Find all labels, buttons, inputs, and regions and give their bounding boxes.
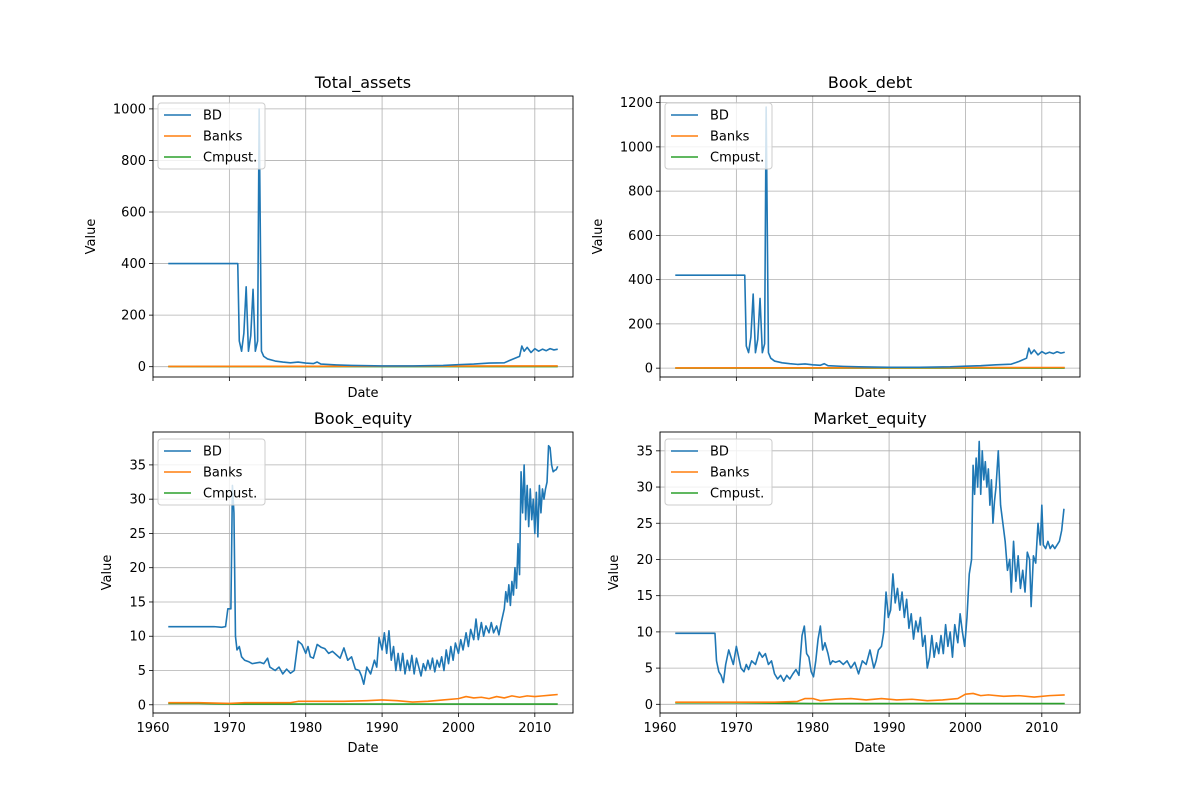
y-tick-label: 25 — [636, 517, 653, 532]
series-line-bd — [168, 108, 558, 367]
chart-panel-1: 0 200 400 600 800 1000 Total_assets Date Value BD… — [84, 73, 574, 401]
x-axis-label: Date — [347, 741, 378, 756]
legend-box — [157, 102, 266, 170]
y-tick-label: 400 — [121, 257, 146, 272]
y-tick-label: 1200 — [620, 96, 653, 111]
y-axis-label: Value — [100, 555, 115, 591]
chart-panel-2: 0 200 400 600 800 1000 1200 Book_debt Date Value B… — [591, 73, 1081, 401]
legend-box — [664, 438, 773, 506]
legend-label-3: Cmpust. — [203, 151, 257, 166]
x-axis-label: Date — [347, 386, 378, 401]
series-line-bd — [168, 444, 559, 686]
x-tick-label: 2000 — [949, 721, 982, 736]
x-tick-label: 1960 — [136, 721, 169, 736]
y-tick-label: 35 — [129, 458, 146, 473]
y-tick-label: 400 — [628, 273, 653, 288]
series-line-banks — [168, 693, 558, 705]
y-axis-label: Value — [607, 555, 622, 591]
series-line-banks — [675, 692, 1065, 703]
axes-frame — [152, 95, 574, 378]
y-tick-label: 0 — [645, 362, 653, 377]
legend-label-3: Cmpust. — [710, 487, 764, 502]
y-tick-label: 20 — [636, 553, 653, 568]
legend-label-1: BD — [710, 109, 729, 124]
legend: BD Banks Cmpust. — [664, 102, 773, 170]
y-tick-label: 10 — [129, 630, 146, 645]
y-tick-label: 200 — [121, 309, 146, 324]
y-tick-label: 10 — [636, 625, 653, 640]
legend-label-3: Cmpust. — [203, 487, 257, 502]
y-tick-label: 0 — [645, 698, 653, 713]
x-tick-label: 1980 — [289, 721, 322, 736]
panel-title: Book_equity — [314, 409, 412, 429]
series-line-bd — [675, 106, 1065, 369]
series-line-cmpust — [675, 702, 1065, 705]
x-tick-label: 1980 — [796, 721, 829, 736]
legend-label-1: BD — [710, 445, 729, 460]
y-tick-label: 20 — [129, 561, 146, 576]
y-tick-label: 30 — [129, 493, 146, 508]
legend-box — [664, 102, 773, 170]
y-tick-label: 0 — [138, 698, 146, 713]
x-tick-label: 2010 — [518, 721, 551, 736]
y-axis-label: Value — [84, 219, 99, 255]
legend-label-1: BD — [203, 109, 222, 124]
y-axis-label: Value — [591, 219, 606, 255]
legend-label-2: Banks — [203, 466, 243, 481]
y-tick-label: 15 — [636, 589, 653, 604]
y-tick-label: 15 — [129, 595, 146, 610]
x-tick-label: 1970 — [213, 721, 246, 736]
chart-panel-3: 1960 1970 1980 1990 2000 2010 0 5 10 15 20 25 30 35 Bo… — [100, 409, 574, 756]
legend: BD Banks Cmpust. — [157, 438, 266, 506]
x-tick-label: 1960 — [643, 721, 676, 736]
y-tick-label: 5 — [645, 662, 653, 677]
legend-label-2: Banks — [203, 130, 243, 145]
legend-label-1: BD — [203, 445, 222, 460]
panel-title: Total_assets — [314, 73, 411, 93]
y-tick-label: 5 — [138, 664, 146, 679]
legend-label-2: Banks — [710, 130, 750, 145]
x-tick-label: 1990 — [366, 721, 399, 736]
legend: BD Banks Cmpust. — [157, 102, 266, 170]
legend-box — [157, 438, 266, 506]
y-tick-label: 800 — [628, 185, 653, 200]
y-tick-label: 600 — [628, 229, 653, 244]
y-tick-label: 1000 — [113, 102, 146, 117]
y-tick-label: 800 — [121, 154, 146, 169]
chart-panel-4: 1960 1970 1980 1990 2000 2010 0 5 10 15 20 25 30 35 Ma… — [607, 409, 1081, 756]
legend: BD Banks Cmpust. — [664, 438, 773, 506]
series-line-bd — [675, 440, 1065, 684]
y-tick-label: 0 — [138, 360, 146, 375]
x-tick-label: 2000 — [442, 721, 475, 736]
y-tick-label: 1000 — [620, 140, 653, 155]
x-tick-label: 2010 — [1025, 721, 1058, 736]
y-tick-label: 30 — [636, 481, 653, 496]
x-tick-label: 1990 — [873, 721, 906, 736]
legend-label-2: Banks — [710, 466, 750, 481]
axes-frame — [659, 95, 1081, 378]
y-tick-label: 200 — [628, 317, 653, 332]
y-tick-label: 35 — [636, 444, 653, 459]
x-tick-label: 1970 — [720, 721, 753, 736]
x-axis-label: Date — [854, 741, 885, 756]
legend-label-3: Cmpust. — [710, 151, 764, 166]
axes-frame — [152, 431, 574, 714]
axes-frame — [659, 431, 1081, 714]
y-tick-label: 600 — [121, 206, 146, 221]
y-tick-label: 25 — [129, 527, 146, 542]
x-axis-label: Date — [854, 386, 885, 401]
panel-title: Market_equity — [813, 409, 926, 429]
panel-title: Book_debt — [828, 73, 912, 93]
